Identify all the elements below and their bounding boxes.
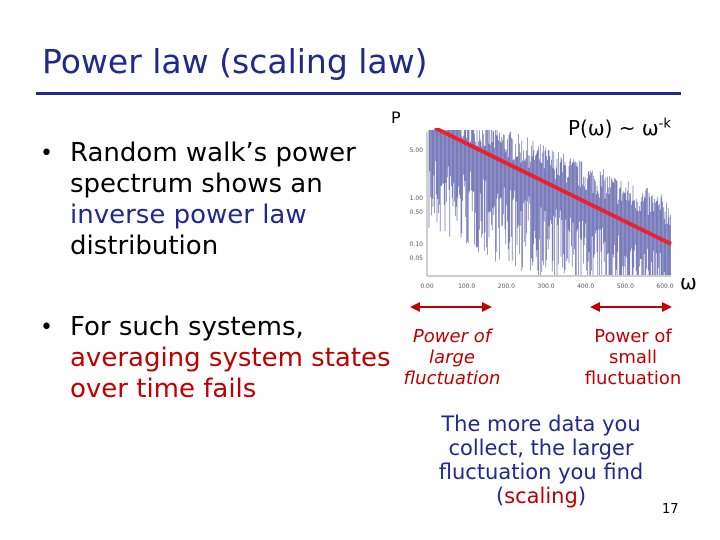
x-tick-label: 500.0 (617, 283, 634, 290)
x-axis-label: ω (680, 270, 697, 294)
note-highlight: scaling (504, 484, 578, 508)
scaling-note: The more data you collect, the larger fl… (416, 412, 666, 508)
x-tick-label: 300.0 (537, 283, 554, 290)
x-tick-label: 0.00 (420, 283, 434, 290)
y-axis-label: P (391, 108, 401, 127)
bullet-dot: • (40, 315, 53, 340)
arrow-large (410, 302, 492, 312)
page-number: 17 (662, 502, 679, 517)
power-spectrum-plot: 0.00 100.0 200.0 300.0 400.0 500.0 600.0 5.00 1… (410, 128, 674, 290)
caption-large-fluctuation: Power of large fluctuation (403, 326, 501, 389)
bullet-text: Random walk’s power spectrum shows an (70, 138, 356, 199)
y-ticks: 5.00 1.00 0.50 0.10 0.05 (410, 147, 424, 262)
caption-small-fluctuation: Power of small fluctuation (584, 326, 682, 389)
note-text-end: ) (577, 484, 587, 508)
bullet-text: For such systems, (70, 312, 304, 342)
y-tick-label: 0.05 (410, 255, 424, 262)
formula-base: P(ω) ~ ω (568, 116, 659, 140)
x-tick-label: 400.0 (577, 283, 594, 290)
formula-exponent: -k (658, 116, 671, 132)
bullet-random-walk: • Random walk’s power spectrum shows an … (40, 138, 400, 262)
y-tick-label: 0.50 (410, 209, 424, 216)
x-ticks: 0.00 100.0 200.0 300.0 400.0 500.0 600.0 (420, 283, 673, 290)
title-underline (36, 92, 681, 95)
bullet-averaging: • For such systems, averaging system sta… (40, 312, 400, 405)
bullet-highlight: averaging system states over time fails (70, 343, 391, 404)
x-tick-label: 100.0 (458, 283, 475, 290)
y-tick-label: 5.00 (410, 147, 424, 154)
y-tick-label: 0.10 (410, 241, 424, 248)
fit-line (434, 128, 672, 246)
arrow-small (590, 302, 672, 312)
note-text: The more data you collect, the larger fl… (438, 412, 644, 508)
spectrum-trace (428, 130, 671, 275)
bullet-dot: • (40, 141, 53, 166)
x-tick-label: 200.0 (498, 283, 515, 290)
y-tick-label: 1.00 (410, 195, 424, 202)
spectrum-series (428, 130, 671, 275)
slide-title: Power law (scaling law) (42, 42, 428, 81)
bullet-text-end: distribution (70, 231, 219, 261)
x-tick-label: 600.0 (656, 283, 673, 290)
bullet-highlight: inverse power law (70, 200, 307, 230)
power-law-formula: P(ω) ~ ω-k (568, 116, 671, 140)
